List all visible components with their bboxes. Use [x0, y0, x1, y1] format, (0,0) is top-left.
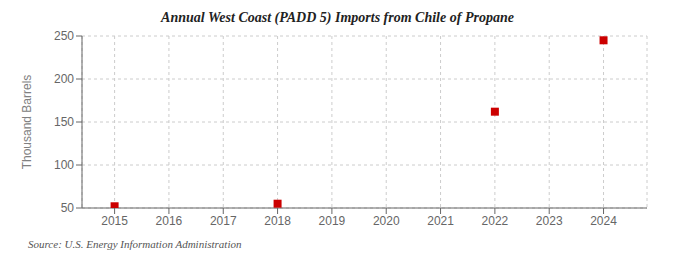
html-text:Annual West Coast (PADD 5) Imp: Annual West Coast (PADD 5) Imports from …: [161, 10, 514, 25]
svg-text:2021: 2021: [427, 214, 454, 228]
svg-text:Thousand Barrels: Thousand Barrels: [20, 75, 34, 170]
svg-text:2023: 2023: [536, 214, 563, 228]
svg-text:2016: 2016: [156, 214, 183, 228]
svg-text:100: 100: [54, 158, 74, 172]
svg-text:200: 200: [54, 72, 74, 86]
svg-text:2024: 2024: [590, 214, 617, 228]
svg-text:2022: 2022: [482, 214, 509, 228]
svg-text:2017: 2017: [210, 214, 237, 228]
html-text:Source: U.S. Energy Informatio: Source: U.S. Energy Information Administ…: [28, 238, 242, 250]
svg-text:2019: 2019: [319, 214, 346, 228]
svg-text:50: 50: [61, 201, 75, 215]
svg-text:2018: 2018: [264, 214, 291, 228]
svg-text:2020: 2020: [373, 214, 400, 228]
svg-text:2015: 2015: [101, 214, 128, 228]
svg-text:250: 250: [54, 29, 74, 43]
svg-text:150: 150: [54, 115, 74, 129]
